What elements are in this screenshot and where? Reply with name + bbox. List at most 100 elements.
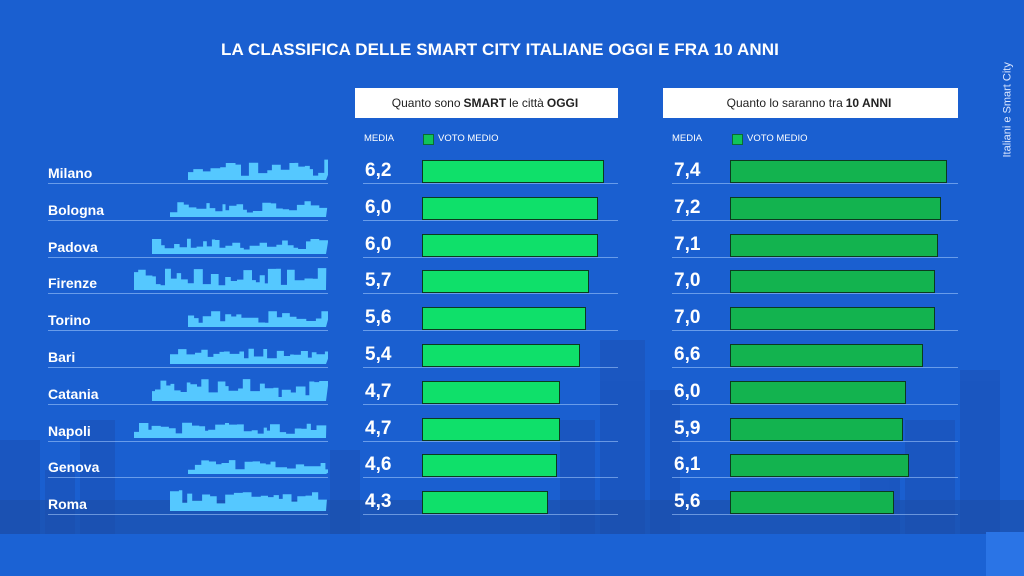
city-label: Bologna bbox=[48, 201, 104, 218]
row-divider bbox=[363, 183, 618, 184]
average-label-future: 7,4 bbox=[674, 160, 701, 181]
row-divider bbox=[363, 256, 618, 258]
bar-future bbox=[730, 454, 909, 478]
row-divider bbox=[672, 293, 958, 295]
footer-band bbox=[0, 534, 1024, 576]
bar-today bbox=[422, 491, 548, 515]
row-divider bbox=[48, 514, 328, 516]
city-label: Bari bbox=[48, 349, 76, 365]
city-skyline bbox=[188, 159, 328, 180]
city-label: Napoli bbox=[48, 422, 91, 439]
city-label: Firenze bbox=[48, 275, 98, 292]
row-divider bbox=[363, 403, 618, 405]
bar-future bbox=[730, 233, 938, 257]
voto-label-future: VOTO MEDIO bbox=[747, 133, 808, 144]
city-skyline bbox=[152, 238, 328, 254]
average-label-future: 7,2 bbox=[674, 196, 701, 218]
panel-header-today: Quanto sono SMART le città OGGI bbox=[355, 88, 618, 118]
row-divider bbox=[48, 330, 328, 332]
row-divider bbox=[363, 219, 618, 221]
city-label: Genova bbox=[48, 459, 100, 476]
city-label: Torino bbox=[48, 312, 91, 329]
city-skyline bbox=[134, 268, 327, 291]
bar-today bbox=[422, 417, 560, 441]
average-label-today: 6,0 bbox=[365, 196, 392, 218]
bar-today bbox=[422, 380, 560, 404]
row-divider bbox=[48, 183, 328, 184]
row-divider bbox=[363, 440, 618, 442]
city-skyline bbox=[152, 378, 328, 401]
voto-label-today: VOTO MEDIO bbox=[438, 133, 499, 144]
bar-future bbox=[730, 344, 924, 367]
panel-header-future: Quanto lo saranno tra 10 ANNI bbox=[663, 88, 958, 118]
row-divider bbox=[48, 403, 328, 405]
average-label-future: 7,0 bbox=[674, 307, 701, 329]
bar-future bbox=[730, 380, 906, 404]
bar-today bbox=[422, 344, 581, 367]
row-divider bbox=[672, 367, 958, 368]
average-label-future: 5,6 bbox=[674, 491, 701, 513]
row-divider bbox=[672, 219, 958, 221]
bar-future bbox=[730, 160, 947, 183]
media-label-future: MEDIA bbox=[672, 133, 703, 144]
average-label-today: 5,7 bbox=[365, 270, 392, 292]
row-divider bbox=[672, 403, 958, 405]
row-divider bbox=[48, 477, 328, 479]
city-label: Catania bbox=[48, 385, 99, 402]
city-skyline bbox=[188, 460, 328, 475]
row-divider bbox=[48, 256, 328, 258]
average-label-future: 6,0 bbox=[674, 380, 701, 402]
row-divider bbox=[48, 219, 328, 221]
city-label: Roma bbox=[48, 496, 87, 513]
row-divider bbox=[672, 256, 958, 258]
city-skyline bbox=[188, 311, 328, 328]
average-label-today: 6,0 bbox=[365, 233, 392, 255]
average-label-future: 5,9 bbox=[674, 417, 701, 439]
average-label-today: 6,2 bbox=[365, 160, 392, 181]
city-label: Padova bbox=[48, 238, 98, 255]
bar-today bbox=[422, 307, 587, 331]
city-label: Milano bbox=[48, 165, 93, 181]
bar-future bbox=[730, 270, 936, 294]
average-label-future: 7,1 bbox=[674, 233, 701, 255]
side-label: Italiani e Smart City bbox=[1001, 62, 1014, 158]
legend-square-future bbox=[732, 134, 743, 145]
average-label-today: 4,3 bbox=[365, 491, 392, 513]
row-divider bbox=[672, 514, 958, 516]
row-divider bbox=[363, 514, 618, 516]
bar-today bbox=[422, 270, 589, 294]
row-divider bbox=[363, 477, 618, 479]
average-label-today: 4,7 bbox=[365, 417, 392, 439]
average-label-future: 6,6 bbox=[674, 344, 701, 365]
average-label-future: 6,1 bbox=[674, 454, 701, 476]
bar-today bbox=[422, 160, 604, 183]
legend-square-today bbox=[423, 134, 434, 145]
row-divider bbox=[363, 367, 618, 368]
average-label-today: 5,4 bbox=[365, 344, 392, 365]
chart-title: LA CLASSIFICA DELLE SMART CITY ITALIANE … bbox=[220, 40, 779, 59]
city-skyline bbox=[134, 422, 327, 438]
corner-block bbox=[986, 532, 1024, 576]
bar-today bbox=[422, 454, 557, 478]
city-skyline bbox=[170, 200, 328, 217]
row-divider bbox=[672, 330, 958, 332]
row-divider bbox=[363, 330, 618, 332]
average-label-future: 7,0 bbox=[674, 270, 701, 292]
row-divider bbox=[672, 477, 958, 479]
bar-future bbox=[730, 417, 903, 441]
row-divider bbox=[48, 367, 328, 368]
average-label-today: 4,7 bbox=[365, 380, 392, 402]
media-label-today: MEDIA bbox=[364, 133, 395, 144]
bar-future bbox=[730, 491, 895, 515]
bar-future bbox=[730, 196, 941, 220]
row-divider bbox=[672, 440, 958, 442]
bar-today bbox=[422, 196, 598, 220]
row-divider bbox=[363, 293, 618, 295]
row-divider bbox=[672, 183, 958, 184]
row-divider bbox=[48, 293, 328, 295]
row-divider bbox=[48, 440, 328, 442]
city-skyline bbox=[170, 490, 327, 512]
bar-today bbox=[422, 233, 598, 257]
average-label-today: 5,6 bbox=[365, 307, 392, 329]
